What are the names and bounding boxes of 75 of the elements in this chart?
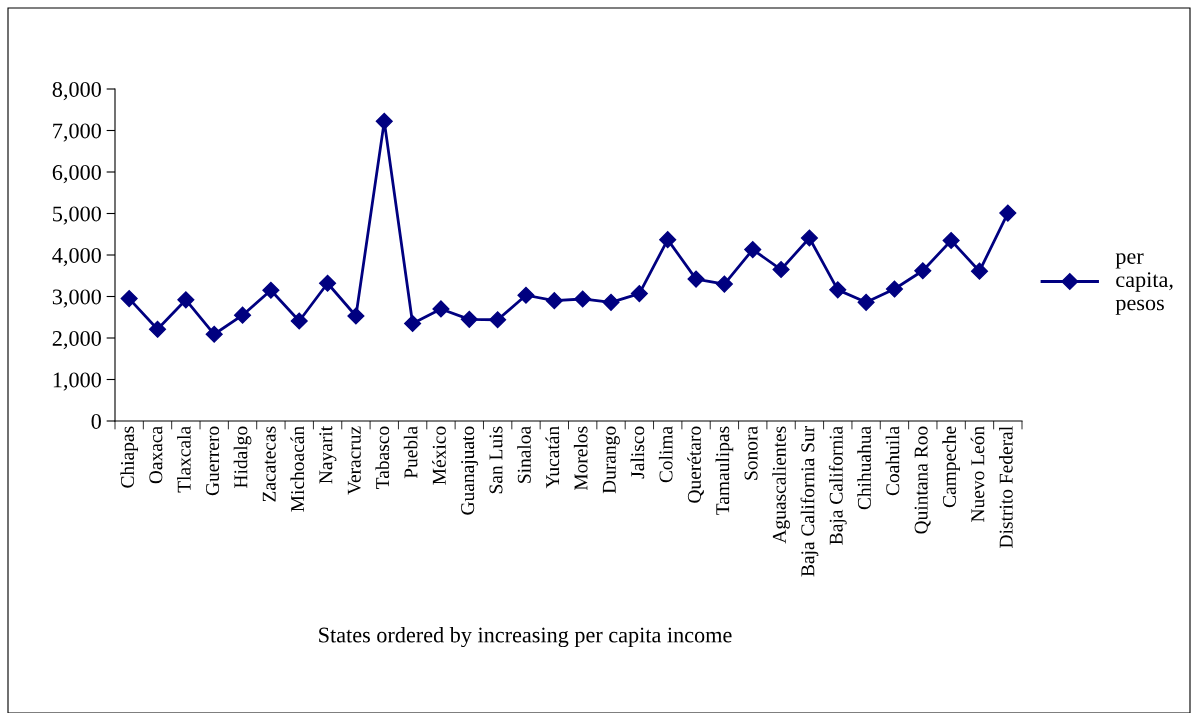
x-tick-label: Tamaulipas	[715, 426, 734, 515]
point	[602, 293, 620, 311]
point	[489, 311, 507, 329]
x-tick-label: México	[432, 426, 446, 485]
x-axis-title: States ordered by increasing per capita income	[319, 626, 732, 648]
x-tick-label: Sonora	[744, 426, 758, 480]
y-tick-label: 1,000	[53, 372, 101, 391]
x-tick-label: Campeche	[942, 426, 960, 508]
point	[970, 262, 989, 280]
y-tick-label: 6,000	[52, 164, 101, 184]
point	[659, 231, 677, 249]
point	[432, 300, 450, 318]
y-tick-label: 7,000	[53, 123, 101, 142]
x-tick-label: Puebla	[403, 426, 418, 479]
point	[517, 286, 535, 304]
point	[715, 275, 733, 293]
point	[999, 204, 1017, 222]
x-tick-label: Hidalgo	[233, 426, 252, 488]
x-tick-label: Coahuila	[885, 426, 900, 496]
x-tick-label: Guanajuato	[461, 426, 479, 515]
point	[347, 307, 365, 325]
x-tick-label: Sinaloa	[517, 426, 531, 483]
point	[942, 231, 960, 250]
point	[545, 292, 563, 310]
point	[800, 229, 818, 247]
point	[885, 280, 904, 298]
point	[744, 241, 762, 259]
point	[177, 291, 195, 309]
x-tick-label: Quintana Roo	[914, 426, 931, 534]
x-tick-label: Baja California Sur	[800, 426, 819, 577]
x-tick-label: Durango	[602, 426, 620, 494]
x-tick-label: Nayarit	[319, 425, 337, 484]
point	[262, 281, 280, 299]
x-tick-label: Morelos	[573, 426, 588, 491]
point	[375, 112, 393, 130]
x-tick-label: Oaxaca	[149, 426, 163, 484]
x-tick-label: Jalisco	[630, 426, 645, 479]
x-tick-label: Distrito Federal	[999, 426, 1013, 548]
x-tick-label: Chiapas	[120, 426, 138, 488]
point	[319, 274, 337, 292]
x-tick-label: Zacatecas	[262, 426, 276, 502]
y-tick-label: 2,000	[52, 330, 101, 350]
x-tick-label: Nuevo León	[970, 426, 985, 522]
x-tick-label: Querétaro	[687, 426, 704, 503]
x-tick-label: Guerrero	[206, 426, 220, 496]
point	[290, 312, 308, 330]
x-tick-label: San Luis	[489, 426, 503, 494]
x-tick-label: Aguascalientes	[772, 426, 790, 544]
y-tick-label: 8,000	[52, 81, 101, 101]
point	[857, 293, 875, 311]
x-tick-label: Chihuahua	[857, 426, 871, 510]
point	[574, 290, 592, 308]
x-tick-label: Michoacán	[290, 426, 305, 512]
point	[772, 260, 790, 279]
point	[687, 270, 705, 288]
y-tick-label: 3,000	[52, 289, 101, 308]
point	[404, 314, 422, 333]
y-tick-label: 0	[91, 413, 101, 429]
point	[120, 290, 138, 308]
legend-label: per capita, pesos	[1115, 253, 1173, 315]
x-tick-label: Veracruz	[347, 426, 361, 495]
x-tick-label: Yucatán	[545, 426, 560, 489]
point	[205, 325, 223, 343]
x-tick-label: Colima	[658, 426, 673, 483]
y-tick-label: 5,000	[53, 206, 101, 225]
point	[148, 320, 167, 338]
y-tick-label: 4,000	[52, 247, 101, 267]
point	[460, 310, 478, 328]
point	[233, 306, 252, 324]
x-tick-label: Baja California	[828, 426, 847, 545]
point	[914, 262, 932, 280]
point	[829, 281, 847, 299]
x-tick-label: Tlaxcala	[177, 426, 191, 493]
point	[630, 285, 648, 303]
x-tick-label: Tabasco	[375, 426, 390, 489]
